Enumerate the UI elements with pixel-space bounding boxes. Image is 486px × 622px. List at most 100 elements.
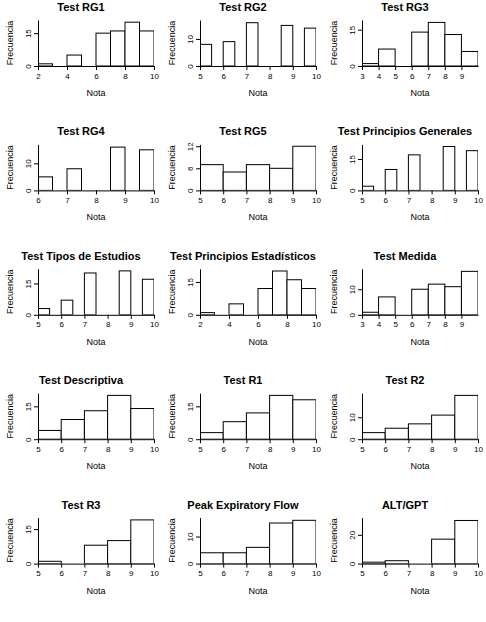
- tick: 0: [348, 188, 362, 193]
- plot: 5678910015FrecuenciaNota: [167, 394, 321, 472]
- y-axis: 015: [186, 269, 201, 317]
- bar: [38, 430, 61, 439]
- tick-label: 7: [245, 72, 250, 81]
- tick-label: 9: [453, 196, 458, 205]
- y-axis-title: Frecuencia: [167, 145, 177, 190]
- y-axis-title: Frecuencia: [167, 21, 177, 66]
- bar: [270, 523, 293, 564]
- tick: 20: [348, 530, 362, 539]
- tick: 6: [410, 315, 415, 330]
- panel: ALT/GPT5678910020FrecuenciaNota: [329, 499, 483, 596]
- panel: Test Descriptiva5678910015FrecuenciaNota: [5, 374, 159, 471]
- tick: 10: [186, 34, 200, 43]
- x-axis-title: Nota: [410, 586, 429, 596]
- panel: Test RG4678910010FrecuenciaNota: [5, 125, 159, 222]
- bar: [73, 314, 85, 315]
- title: ALT/GPT: [382, 499, 429, 511]
- tick-label: 6: [256, 320, 261, 329]
- tick-mark: [358, 66, 362, 67]
- tick-mark: [38, 564, 39, 568]
- x-axis: 5678910: [198, 439, 321, 454]
- tick-mark: [34, 439, 38, 440]
- bar: [38, 64, 53, 66]
- plot: 56789100612FrecuenciaNota: [167, 142, 321, 223]
- tick-label: 6: [186, 166, 195, 171]
- tick: 6: [59, 564, 64, 579]
- tick-mark: [461, 66, 462, 70]
- tick-mark: [362, 439, 363, 443]
- bar: [270, 395, 293, 439]
- tick-mark: [358, 417, 362, 418]
- panel: Test Principios Generales5678910015Frecu…: [329, 125, 483, 222]
- tick-mark: [270, 439, 271, 443]
- tick-mark: [246, 439, 247, 443]
- tick-mark: [108, 315, 109, 319]
- tick: 15: [24, 29, 38, 38]
- tick: 9: [460, 315, 465, 330]
- plot: 246810015FrecuenciaNota: [5, 21, 159, 99]
- tick-mark: [84, 439, 85, 443]
- plot: 5678910015FrecuenciaNota: [5, 269, 159, 347]
- bar: [304, 28, 316, 66]
- tick-label: 5: [198, 72, 203, 81]
- y-axis: 015: [24, 269, 39, 317]
- bar: [82, 190, 97, 191]
- tick-label: 10: [312, 569, 321, 578]
- x-axis-title: Nota: [86, 586, 105, 596]
- tick-mark: [412, 315, 413, 319]
- x-axis: 246810: [198, 315, 321, 330]
- x-axis: 5678910: [198, 190, 321, 205]
- tick-mark: [154, 564, 155, 568]
- tick: 8: [430, 439, 435, 454]
- bar: [293, 66, 305, 67]
- tick-label: 10: [186, 532, 195, 541]
- x-axis-title: Nota: [410, 337, 429, 347]
- tick: 9: [291, 66, 296, 81]
- bars: [200, 271, 316, 315]
- bars: [38, 147, 154, 190]
- tick-label: 9: [129, 569, 134, 578]
- tick-mark: [358, 159, 362, 160]
- tick-mark: [246, 190, 247, 194]
- tick-mark: [408, 190, 409, 194]
- tick-label: 6: [94, 72, 99, 81]
- bar: [108, 541, 131, 564]
- tick-mark: [408, 564, 409, 568]
- tick: 8: [268, 66, 273, 81]
- bar: [385, 561, 408, 564]
- tick-mark: [196, 66, 200, 67]
- x-axis: 5678910: [36, 564, 159, 579]
- tick-mark: [196, 190, 200, 191]
- tick-label: 9: [453, 569, 458, 578]
- plot: 5678910015FrecuenciaNota: [5, 518, 159, 596]
- tick-mark: [196, 315, 200, 316]
- bar: [362, 562, 385, 563]
- bar: [461, 271, 478, 314]
- bar: [38, 309, 50, 315]
- x-axis-title: Nota: [86, 337, 105, 347]
- tick-mark: [196, 146, 200, 147]
- tick: 10: [312, 66, 321, 81]
- bar: [246, 165, 269, 191]
- tick: 6: [36, 190, 41, 205]
- tick-mark: [478, 190, 479, 194]
- bars: [362, 271, 478, 314]
- bar: [131, 409, 154, 440]
- tick-mark: [455, 439, 456, 443]
- tick-mark: [293, 66, 294, 70]
- tick: 4: [65, 66, 70, 81]
- tick: 10: [150, 315, 159, 330]
- title: Test R2: [386, 374, 425, 386]
- bar: [223, 172, 246, 190]
- tick: 10: [348, 285, 362, 294]
- tick: 8: [106, 439, 111, 454]
- y-axis: 0612: [186, 142, 201, 193]
- axis-line: [38, 518, 39, 564]
- tick-mark: [270, 190, 271, 194]
- bar: [84, 273, 96, 315]
- tick-mark: [196, 564, 200, 565]
- plot: 5678910010FrecuenciaNota: [167, 518, 321, 596]
- tick-label: 7: [65, 196, 70, 205]
- tick-label: 7: [245, 196, 250, 205]
- bar: [461, 51, 478, 66]
